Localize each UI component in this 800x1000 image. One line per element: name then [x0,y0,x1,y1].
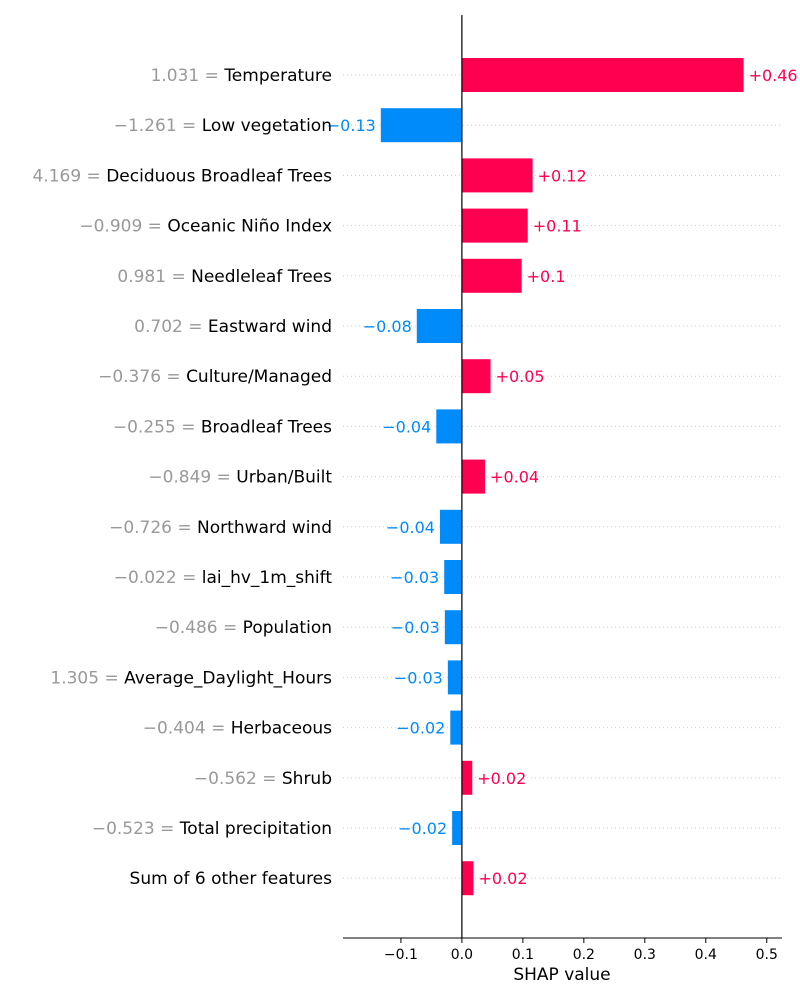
feature-value: 0.981 = [117,267,191,287]
feature-name: Temperature [223,66,332,86]
shap-bar [461,58,744,92]
shap-bar [416,309,462,343]
feature-name: Sum of 6 other features [130,869,333,889]
feature-name: Herbaceous [231,719,332,739]
feature-value: −0.376 = [98,367,186,387]
shap-bar [461,158,533,193]
shap-bar [461,861,474,896]
feature-label: −0.562 = Shrub [194,769,332,789]
feature-name: Average_Daylight_Hours [124,668,332,688]
shap-bar [461,208,528,243]
feature-name: Culture/Managed [186,367,332,387]
feature-name: Oceanic Niño Index [167,217,332,237]
bar-value-label: −0.03 [394,668,443,687]
feature-value: −0.909 = [79,217,167,237]
bar-value-label: +0.1 [527,267,566,286]
bar-value-label: −0.02 [396,719,445,738]
feature-value: 4.169 = [32,166,106,186]
feature-label: −0.909 = Oceanic Niño Index [79,217,332,237]
feature-value: 1.305 = [50,668,124,688]
bar-value-label: +0.11 [533,217,582,236]
bar-value-label: −0.03 [390,568,439,587]
feature-value: −0.486 = [155,618,243,638]
feature-name: Northward wind [197,518,332,538]
bar-value-label: −0.13 [327,116,376,135]
feature-label: Sum of 6 other features [130,869,333,889]
feature-label: −0.022 = lai_hv_1m_shift [114,568,333,588]
bar-value-label: +0.12 [538,166,587,185]
bar-value-label: −0.04 [382,417,431,436]
feature-name: Eastward wind [208,317,332,337]
feature-label: −0.523 = Total precipitation [92,819,332,839]
bar-value-label: −0.03 [391,618,440,637]
x-tick-label: 0.0 [451,947,473,963]
feature-value: −1.261 = [114,116,202,136]
feature-value: 1.031 = [151,66,225,86]
feature-label: −0.726 = Northward wind [109,518,332,538]
feature-name: Urban/Built [236,468,332,488]
feature-label: −1.261 = Low vegetation [114,116,332,136]
feature-name: Broadleaf Trees [201,417,332,437]
bar-value-label: +0.02 [478,869,527,888]
shap-bar [461,258,522,293]
feature-value: −0.562 = [194,769,282,789]
feature-label: 1.305 = Average_Daylight_Hours [50,668,332,688]
shap-bar [452,811,462,845]
feature-name: Shrub [282,769,332,789]
feature-value: −0.726 = [109,518,197,538]
shap-bar [461,760,473,795]
feature-value: 0.702 = [134,317,208,337]
feature-value: −0.849 = [148,468,236,488]
feature-value: −0.255 = [113,417,201,437]
feature-label: −0.376 = Culture/Managed [98,367,332,387]
x-tick-label: 0.1 [512,947,534,963]
bar-value-label: −0.08 [363,317,412,336]
feature-label: 0.702 = Eastward wind [134,317,332,337]
feature-name: Low vegetation [202,116,332,136]
shap-bar [444,560,462,594]
shap-bar [447,660,462,695]
feature-name: Total precipitation [179,819,332,839]
feature-labels: +0.461.031 = Temperature−0.13−1.261 = Lo… [32,66,797,889]
feature-label: 4.169 = Deciduous Broadleaf Trees [32,166,332,186]
bar-value-label: +0.46 [749,66,798,85]
feature-value: −0.022 = [114,568,202,588]
feature-label: −0.849 = Urban/Built [148,468,332,488]
shap-bar [436,409,462,444]
x-tick-label: 0.3 [634,947,656,963]
x-axis-title: SHAP value [513,965,610,985]
feature-name: lai_hv_1m_shift [202,568,333,588]
feature-name: Deciduous Broadleaf Trees [106,166,332,186]
bar-value-label: +0.02 [477,769,526,788]
x-tick-label: 0.4 [695,947,717,963]
feature-name: Needleleaf Trees [191,267,332,287]
feature-label: 0.981 = Needleleaf Trees [117,267,332,287]
bar-value-label: +0.04 [490,468,539,487]
shap-bar [380,108,462,143]
shap-bar [450,710,462,745]
feature-label: −0.486 = Population [155,618,332,638]
bar-value-label: +0.05 [496,367,545,386]
feature-label: −0.255 = Broadleaf Trees [113,417,332,437]
feature-label: 1.031 = Temperature [151,66,332,86]
feature-name: Population [243,618,332,638]
x-tick-label: 0.2 [573,947,595,963]
x-tick-label: −0.1 [384,947,418,963]
feature-value: −0.523 = [92,819,180,839]
shap-bar [444,610,462,645]
bar-value-label: −0.04 [386,518,435,537]
feature-label: −0.404 = Herbaceous [143,719,332,739]
shap-bar [461,459,486,494]
row-guides [343,74,782,879]
bars [380,58,744,896]
shap-bar [439,509,462,544]
x-tick-label: 0.5 [756,947,778,963]
bar-value-label: −0.02 [398,819,447,838]
feature-value: −0.404 = [143,719,231,739]
x-axis: −0.1 0.0 0.1 0.2 0.3 0.4 0.5 [343,937,782,963]
shap-bar [461,359,491,394]
